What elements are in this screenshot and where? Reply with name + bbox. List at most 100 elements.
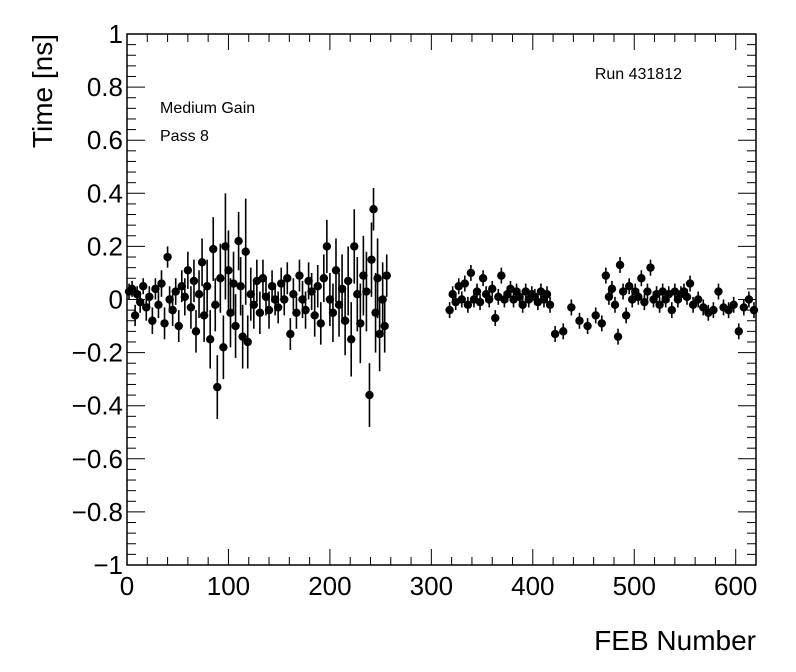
data-point [258, 274, 268, 283]
data-point [518, 300, 527, 310]
data-point [325, 295, 335, 304]
data-point [637, 274, 646, 283]
data-point [151, 284, 160, 294]
plot-frame [126, 33, 757, 566]
data-point [221, 242, 230, 251]
data-point [264, 305, 274, 315]
x-tick-label: 100 [207, 571, 250, 601]
x-tick-labels: 0 100 200 300 400 500 600 [120, 571, 758, 601]
data-point [601, 271, 611, 280]
y-tick-label: 0.8 [87, 72, 123, 102]
y-tick-label: −0.8 [72, 497, 123, 527]
data-markers [124, 187, 759, 427]
data-point [322, 242, 332, 251]
data-point [139, 282, 148, 291]
data-point [373, 274, 382, 283]
data-point [457, 295, 466, 304]
data-point [165, 295, 174, 304]
data-point [328, 308, 338, 317]
data-point [130, 311, 140, 320]
data-point [224, 266, 233, 275]
x-axis-title: FEB Number [594, 625, 756, 656]
y-tick-label: 0.2 [87, 231, 123, 261]
data-point [347, 335, 356, 344]
data-point [289, 289, 298, 299]
data-point [236, 282, 245, 291]
data-point [234, 236, 243, 246]
data-point [211, 300, 220, 310]
data-point [488, 284, 497, 294]
data-point [280, 295, 289, 304]
data-point [739, 303, 749, 312]
data-point [613, 332, 623, 341]
data-point [246, 289, 255, 299]
data-point [160, 319, 169, 328]
data-point [298, 295, 307, 304]
data-point [132, 289, 142, 299]
data-point [304, 276, 313, 286]
data-point [621, 311, 631, 320]
data-point [607, 284, 617, 294]
data-point [229, 279, 238, 288]
data-point [231, 321, 240, 331]
data-point [331, 266, 341, 275]
data-point [597, 319, 606, 328]
data-point [685, 279, 695, 288]
data-point [340, 316, 350, 325]
data-point [634, 292, 643, 302]
data-point [154, 300, 163, 310]
data-point [445, 305, 454, 315]
data-point [699, 303, 708, 312]
data-point [729, 300, 738, 310]
data-point [313, 282, 322, 291]
data-point [197, 258, 207, 267]
data-point [515, 292, 524, 302]
data-point [380, 321, 389, 331]
data-point [286, 329, 295, 339]
data-point [283, 274, 292, 283]
data-point [277, 279, 286, 288]
data-point [205, 335, 215, 344]
data-point [604, 292, 614, 302]
data-point [273, 303, 283, 312]
data-point [216, 274, 225, 283]
data-point [255, 308, 265, 317]
data-point [202, 282, 212, 291]
data-point [267, 282, 277, 291]
data-point [682, 292, 692, 302]
data-point [365, 390, 374, 400]
data-point [545, 300, 555, 310]
data-point [238, 332, 247, 341]
data-point [643, 287, 652, 296]
y-tick-label: −0.6 [72, 444, 123, 474]
data-point [241, 247, 250, 256]
data-point [542, 289, 552, 299]
data-point [163, 252, 172, 262]
data-point [157, 279, 166, 288]
data-point [353, 289, 362, 299]
data-point [724, 305, 733, 315]
y-tick-label: 0 [109, 285, 123, 315]
x-tick-label: 500 [613, 571, 656, 601]
y-tick-label: −0.2 [72, 338, 123, 368]
data-point [350, 242, 359, 251]
x-tick-label: 300 [410, 571, 453, 601]
data-point [491, 313, 500, 323]
data-point [362, 287, 371, 296]
data-point [319, 274, 329, 283]
y-axis-title: Time [ns] [27, 34, 58, 148]
data-point [171, 287, 180, 296]
data-point [209, 244, 218, 254]
data-point [213, 382, 222, 392]
y-tick-label: 0.4 [87, 178, 123, 208]
data-point [356, 319, 365, 328]
gain-label: Medium Gain [160, 100, 255, 117]
data-point [497, 271, 506, 280]
data-point [369, 205, 378, 214]
x-tick-label: 400 [511, 571, 554, 601]
data-point [186, 303, 196, 312]
data-point [667, 305, 676, 315]
y-tick-label: 1 [109, 19, 123, 49]
x-tick-label: 600 [714, 571, 757, 601]
